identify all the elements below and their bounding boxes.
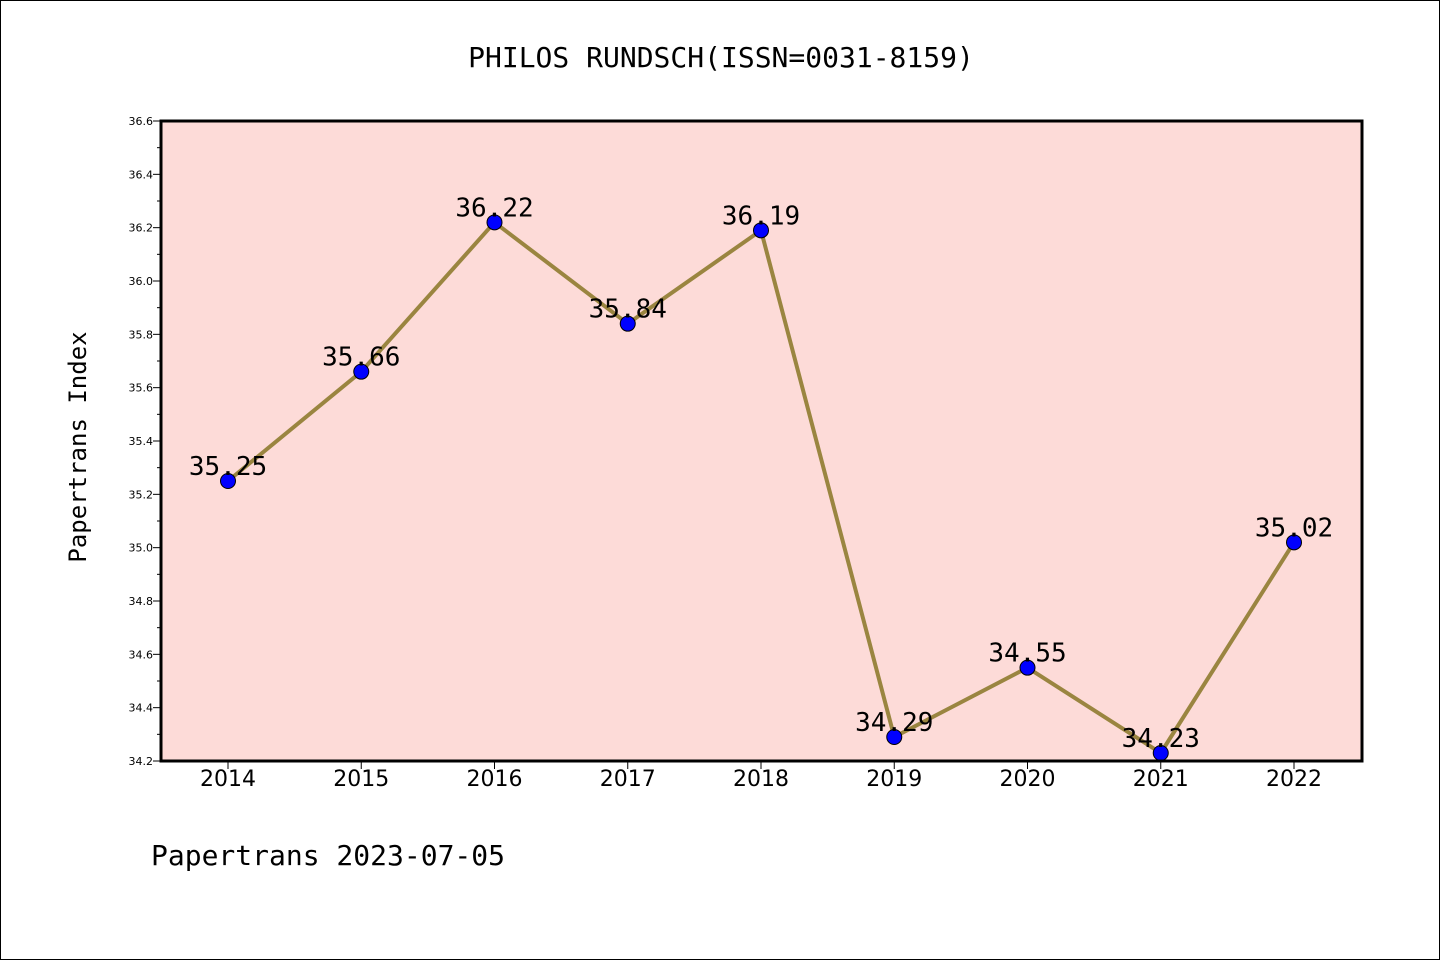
data-point xyxy=(753,222,769,239)
x-tick-label: 2015 xyxy=(333,767,389,792)
data-point xyxy=(619,315,636,332)
footer-text: Papertrans 2023-07-05 xyxy=(151,839,505,872)
y-tick-label: 35.2 xyxy=(129,488,154,501)
data-label: 35.84 xyxy=(589,295,667,325)
x-tick-label: 2017 xyxy=(600,767,656,792)
data-label: 35.02 xyxy=(1255,513,1333,543)
plot-border xyxy=(159,119,1364,763)
x-axis: 2014 2015 2016 2017 2018 2019 2020 2021 2022 xyxy=(200,761,1322,792)
y-axis: 34.2 34.4 34.6 34.8 35.0 35.2 35.4 35.6 35.8 36.0… xyxy=(129,115,161,768)
x-tick-label: 2014 xyxy=(200,767,256,792)
data-label: 36.19 xyxy=(722,201,800,231)
y-tick-label: 35.4 xyxy=(129,435,154,448)
data-label: 36.22 xyxy=(455,193,533,223)
x-tick-label: 2021 xyxy=(1133,767,1189,792)
y-axis-label: Papertrans Index xyxy=(64,331,92,562)
y-tick-label: 34.8 xyxy=(129,595,154,608)
x-tick-label: 2022 xyxy=(1266,767,1322,792)
x-tick-label: 2016 xyxy=(467,767,523,792)
x-tick-label: 2018 xyxy=(733,767,789,792)
y-tick-label: 34.4 xyxy=(129,702,154,715)
data-labels: 35.25 35.66 36.22 35.84 36.19 34.29 34.55 34.23… xyxy=(189,193,1333,754)
x-tick-label: 2020 xyxy=(1000,767,1056,792)
y-tick-label: 35.6 xyxy=(129,382,154,395)
y-tick-label: 35.8 xyxy=(129,328,154,341)
data-point xyxy=(1286,534,1302,551)
chart-title: PHILOS RUNDSCH(ISSN=0031-8159) xyxy=(468,41,974,74)
data-point xyxy=(486,214,503,231)
data-label: 34.29 xyxy=(855,708,933,738)
data-point xyxy=(220,473,236,489)
data-point xyxy=(886,729,903,745)
y-tick-label: 36.6 xyxy=(129,115,154,128)
data-label: 35.25 xyxy=(189,452,267,482)
y-tick-label: 35.0 xyxy=(129,542,154,555)
data-label: 35.66 xyxy=(322,343,400,373)
y-tick-label: 36.4 xyxy=(129,168,154,181)
data-point xyxy=(353,363,370,380)
data-markers xyxy=(220,214,1302,761)
x-tick-label: 2019 xyxy=(866,767,922,792)
data-label: 34.55 xyxy=(988,639,1066,669)
data-label: 34.23 xyxy=(1122,724,1200,754)
y-tick-label: 36.2 xyxy=(129,222,154,235)
data-point xyxy=(1019,659,1036,676)
y-tick-label: 34.2 xyxy=(129,755,154,768)
y-tick-label: 36.0 xyxy=(129,275,154,288)
y-tick-label: 34.6 xyxy=(129,648,154,661)
